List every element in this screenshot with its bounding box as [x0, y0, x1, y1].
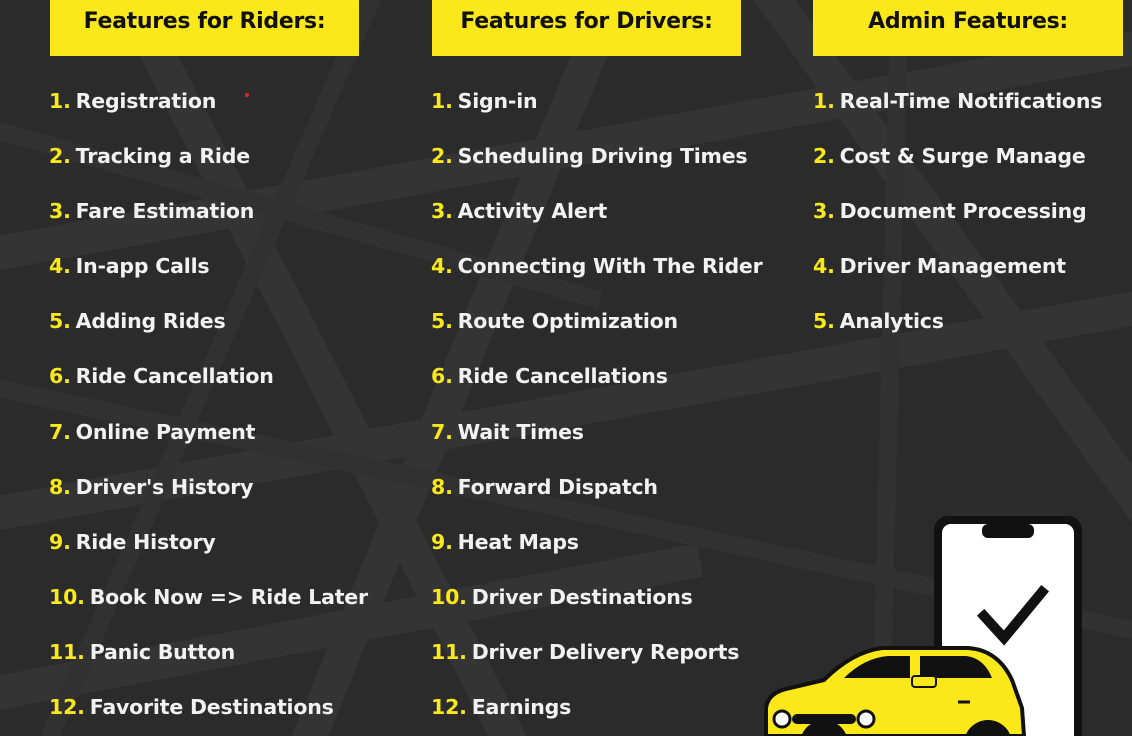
item-label: Forward Dispatch	[457, 474, 658, 499]
item-number: 2.	[49, 144, 71, 169]
item-label: Document Processing	[839, 199, 1087, 224]
item-number: 11.	[431, 639, 467, 664]
riders-header: Features for Riders:	[50, 0, 359, 56]
item-label: Ride History	[75, 529, 216, 554]
list-item: 1. Sign-in	[431, 84, 763, 139]
item-number: 3.	[431, 199, 453, 224]
item-label: Driver Destinations	[471, 584, 693, 609]
riders-feature-list: 1. Registration 2. Tracking a Ride 3. Fare …	[49, 84, 368, 736]
item-number: 1.	[431, 89, 453, 113]
list-item: 9. Heat Maps	[431, 525, 763, 580]
list-item: 5. Analytics	[813, 304, 1102, 359]
list-item: 7. Wait Times	[431, 415, 763, 470]
item-label: Route Optimization	[457, 309, 678, 334]
item-label: Wait Times	[457, 419, 584, 444]
item-label: Registration	[75, 89, 217, 113]
item-label: Real-Time Notifications	[839, 89, 1103, 113]
list-item: 2. Scheduling Driving Times	[431, 139, 763, 194]
checkmark-icon	[976, 584, 1050, 646]
list-item: 1. Real-Time Notifications	[813, 84, 1102, 139]
admin-header: Admin Features:	[813, 0, 1123, 56]
item-label: Ride Cancellations	[457, 364, 668, 389]
drivers-header: Features for Drivers:	[432, 0, 741, 56]
admin-feature-list: 1. Real-Time Notifications 2. Cost & Surge…	[813, 84, 1102, 359]
item-number: 5.	[49, 309, 71, 334]
item-number: 11.	[49, 639, 85, 664]
item-label: Driver Management	[839, 254, 1066, 279]
item-number: 12.	[431, 695, 467, 720]
list-item: 8. Driver's History	[49, 470, 368, 525]
item-label: Online Payment	[75, 419, 256, 444]
item-number: 1.	[49, 89, 71, 113]
item-label: Adding Rides	[75, 309, 226, 334]
item-label: Tracking a Ride	[75, 144, 250, 169]
list-item: 4. Connecting With The Rider	[431, 249, 763, 304]
list-item: 12. Favorite Destinations	[49, 690, 368, 736]
item-number: 1.	[813, 89, 835, 113]
list-item: 3. Activity Alert	[431, 194, 763, 249]
list-item: 2. Cost & Surge Manage	[813, 139, 1102, 194]
list-item: 11. Driver Delivery Reports	[431, 635, 763, 690]
list-item: 1. Registration	[49, 84, 368, 139]
list-item: 9. Ride History	[49, 525, 368, 580]
list-item: 8. Forward Dispatch	[431, 470, 763, 525]
item-label: Activity Alert	[457, 199, 608, 224]
list-item: 6. Ride Cancellations	[431, 359, 763, 414]
drivers-feature-list: 1. Sign-in 2. Scheduling Driving Times 3. A…	[431, 84, 763, 736]
item-number: 3.	[49, 199, 71, 224]
item-number: 8.	[49, 474, 71, 499]
list-item: 5. Adding Rides	[49, 304, 368, 359]
item-number: 9.	[431, 529, 453, 554]
item-number: 9.	[49, 529, 71, 554]
item-label: Connecting With The Rider	[457, 254, 763, 279]
item-number: 6.	[431, 364, 453, 389]
list-item: 4. In-app Calls	[49, 249, 368, 304]
item-label: Panic Button	[89, 639, 236, 664]
list-item: 5. Route Optimization	[431, 304, 763, 359]
item-number: 3.	[813, 199, 835, 224]
item-label: Book Now => Ride Later	[89, 584, 368, 609]
item-number: 6.	[49, 364, 71, 389]
list-item: 10. Book Now => Ride Later	[49, 580, 368, 635]
red-dot-marker	[245, 93, 249, 97]
item-number: 2.	[431, 144, 453, 169]
list-item: 3. Document Processing	[813, 194, 1102, 249]
item-number: 4.	[49, 254, 71, 279]
item-number: 5.	[431, 309, 453, 334]
taxi-car-icon	[764, 646, 1027, 736]
phone-taxi-illustration	[764, 516, 1082, 736]
list-item: 7. Online Payment	[49, 415, 368, 470]
item-label: Sign-in	[457, 89, 538, 113]
list-item: 12. Earnings	[431, 690, 763, 736]
item-number: 7.	[49, 419, 71, 444]
list-item: 4. Driver Management	[813, 249, 1102, 304]
list-item: 10. Driver Destinations	[431, 580, 763, 635]
item-label: Heat Maps	[457, 529, 579, 554]
item-number: 2.	[813, 144, 835, 169]
list-item: 3. Fare Estimation	[49, 194, 368, 249]
item-label: Scheduling Driving Times	[457, 144, 748, 169]
item-label: Earnings	[471, 695, 572, 720]
list-item: 2. Tracking a Ride	[49, 139, 368, 194]
item-number: 5.	[813, 309, 835, 334]
item-number: 4.	[431, 254, 453, 279]
item-label: Driver Delivery Reports	[471, 639, 740, 664]
item-label: Favorite Destinations	[89, 695, 334, 720]
item-number: 4.	[813, 254, 835, 279]
item-number: 7.	[431, 419, 453, 444]
list-item: 6. Ride Cancellation	[49, 359, 368, 414]
item-number: 8.	[431, 474, 453, 499]
item-number: 12.	[49, 695, 85, 720]
item-label: Cost & Surge Manage	[839, 144, 1086, 169]
item-label: Driver's History	[75, 474, 254, 499]
list-item: 11. Panic Button	[49, 635, 368, 690]
item-label: Fare Estimation	[75, 199, 255, 224]
item-number: 10.	[431, 584, 467, 609]
item-label: In-app Calls	[75, 254, 210, 279]
item-number: 10.	[49, 584, 85, 609]
item-label: Ride Cancellation	[75, 364, 274, 389]
item-label: Analytics	[839, 309, 944, 334]
